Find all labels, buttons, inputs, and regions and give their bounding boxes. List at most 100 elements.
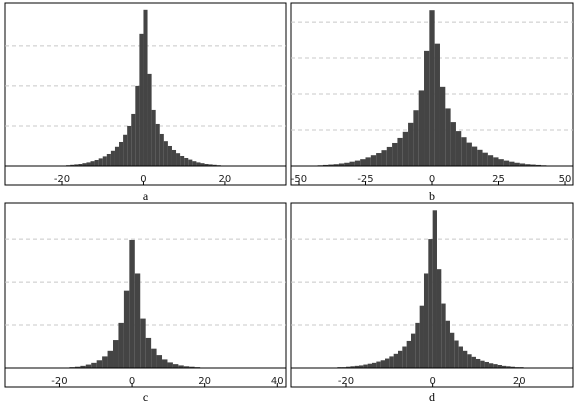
bar <box>389 356 394 368</box>
bar <box>376 361 381 368</box>
bar <box>406 340 411 368</box>
bar <box>338 163 345 166</box>
bar <box>192 161 197 166</box>
bar <box>493 157 499 166</box>
bar <box>397 137 403 166</box>
bar <box>354 160 361 166</box>
bar <box>139 33 144 167</box>
bar <box>106 153 111 166</box>
bar <box>402 131 409 166</box>
bar <box>110 150 115 166</box>
panel-frame <box>4 2 287 186</box>
bar <box>189 366 195 368</box>
bar <box>363 364 368 368</box>
bar <box>510 366 515 368</box>
bar <box>458 346 463 368</box>
bar <box>419 305 424 368</box>
x-tick-label: -20 <box>54 174 70 185</box>
panel-frame <box>290 202 574 388</box>
bar <box>424 50 430 166</box>
bar <box>167 362 173 368</box>
bar <box>509 161 515 166</box>
bar <box>156 355 163 368</box>
bar <box>172 364 179 368</box>
bar <box>204 163 209 166</box>
bar <box>96 360 103 368</box>
bar <box>423 273 429 368</box>
bar <box>535 164 542 166</box>
bar <box>482 152 488 166</box>
bar <box>184 157 189 166</box>
bar <box>140 318 146 368</box>
bar <box>176 153 181 166</box>
x-tick-label: -20 <box>338 376 354 387</box>
panel-caption: b <box>429 189 435 203</box>
bar <box>471 356 476 368</box>
bar <box>354 365 360 368</box>
bar <box>102 356 108 368</box>
bar <box>461 137 467 166</box>
bar <box>454 340 459 368</box>
bar <box>392 142 398 166</box>
bar <box>506 366 511 368</box>
bar <box>514 162 520 166</box>
x-tick-label: 40 <box>271 376 284 387</box>
bar <box>107 350 114 368</box>
bar <box>429 10 435 166</box>
bar <box>410 333 416 368</box>
bar <box>449 332 455 368</box>
bar <box>145 337 152 368</box>
bar <box>134 273 141 368</box>
bar <box>434 43 440 166</box>
bar <box>372 362 377 368</box>
bar <box>183 366 190 368</box>
bar <box>162 359 168 368</box>
x-tick-label: 25 <box>492 174 505 185</box>
bar <box>493 364 498 368</box>
bar <box>91 362 97 368</box>
bar <box>450 122 456 166</box>
bar <box>151 348 157 368</box>
bar <box>497 364 502 368</box>
bar <box>408 122 414 166</box>
x-tick-label: -20 <box>51 376 67 387</box>
x-tick-label: 20 <box>219 174 232 185</box>
bar <box>441 303 446 368</box>
bar <box>432 210 437 368</box>
bar <box>385 358 390 368</box>
x-tick-label: 50 <box>559 174 572 185</box>
bar <box>123 134 128 166</box>
bar <box>428 239 433 368</box>
bar <box>200 163 205 166</box>
bar <box>151 109 156 166</box>
bar <box>344 162 350 166</box>
bar <box>212 164 217 166</box>
bar <box>155 123 160 166</box>
bar <box>360 159 366 166</box>
bar <box>386 146 393 166</box>
bar <box>475 358 481 368</box>
bar <box>455 131 462 166</box>
bar <box>370 155 377 166</box>
bar <box>208 164 213 166</box>
bar <box>436 269 442 368</box>
bar <box>402 346 407 368</box>
panel-frame <box>4 202 287 388</box>
bar <box>376 153 382 166</box>
bar <box>82 163 87 166</box>
bar <box>487 155 494 166</box>
bar <box>143 9 148 167</box>
bar <box>445 108 451 166</box>
bar <box>123 290 130 368</box>
x-tick-label: 0 <box>129 376 135 387</box>
bar <box>467 354 472 368</box>
bar <box>127 125 132 166</box>
bar <box>359 365 364 368</box>
bar <box>131 113 136 166</box>
bar <box>167 145 172 166</box>
bar <box>530 164 536 166</box>
bar <box>393 353 398 368</box>
bar <box>188 159 193 166</box>
x-tick-label: 20 <box>513 376 526 387</box>
